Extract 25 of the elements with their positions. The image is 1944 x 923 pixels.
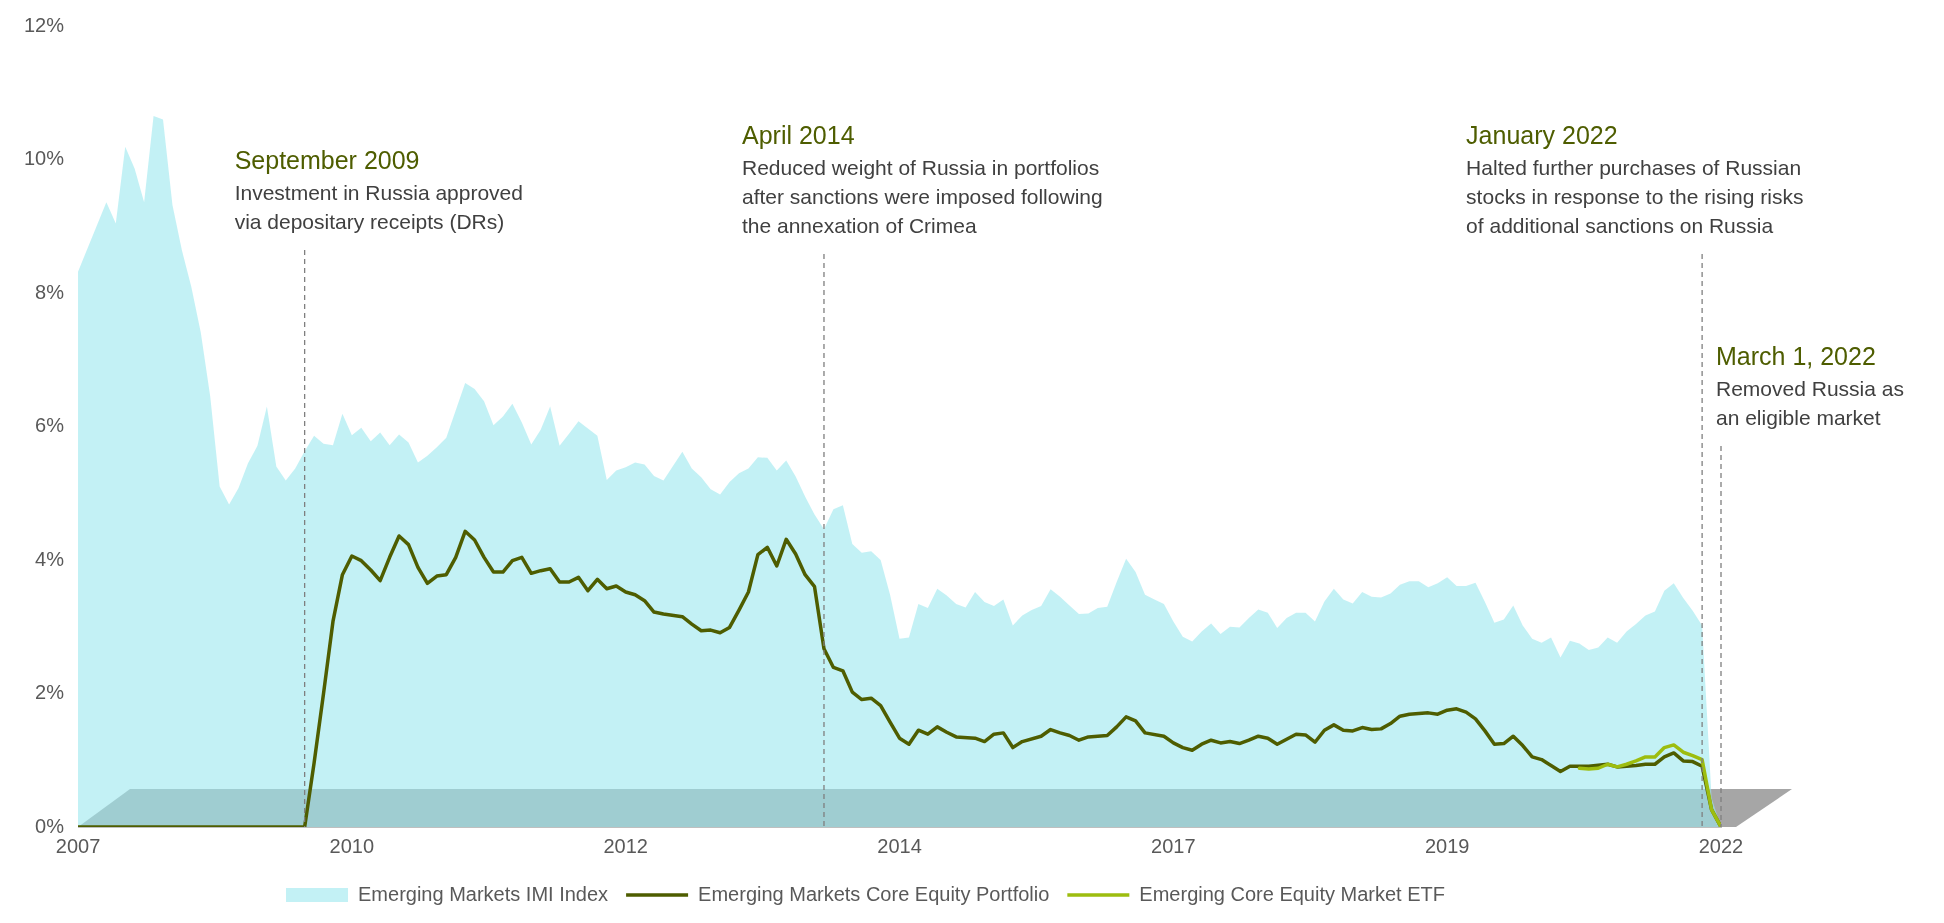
annotation: Removed Russia as an eligible market — [1716, 377, 1904, 430]
y-tick-label: 0% — [35, 814, 65, 837]
x-tick-label: 2010 — [329, 834, 375, 857]
y-tick-label: 2% — [35, 681, 65, 704]
annotation: April 2014 — [741, 121, 855, 150]
legend-label: Emerging Markets Core Equity Portfolio — [698, 882, 1050, 905]
annotation: Halted further purchases of Russian stocks in response to the rising risks of additional sanctions on Russia — [1466, 156, 1804, 238]
y-tick-label: 8% — [35, 280, 65, 303]
x-tick-label: 2012 — [603, 834, 648, 857]
annotation: January 2022 — [1466, 121, 1618, 150]
x-tick-label: 2019 — [1424, 834, 1470, 857]
x-tick-label: 2017 — [1151, 834, 1196, 857]
legend-label: Emerging Markets IMI Index — [358, 882, 609, 905]
y-tick-label: 6% — [35, 414, 65, 437]
annotation: September 2009 — [234, 146, 420, 175]
legend-label: Emerging Core Equity Market ETF — [1139, 882, 1445, 905]
x-tick-label: 2022 — [1698, 834, 1744, 857]
y-tick-label: 4% — [35, 547, 65, 570]
y-tick-label: 12% — [24, 13, 65, 36]
annotation: Reduced weight of Russia in portfolios after sanctions were imposed following the annexation of Crimea — [741, 156, 1103, 238]
y-tick-label: 10% — [24, 147, 65, 170]
annotation: March 1, 2022 — [1716, 342, 1876, 371]
x-tick-label: 2014 — [877, 834, 922, 857]
annotation: Investment in Russia approved via depositary receipts (DRs) — [234, 181, 523, 234]
x-tick-label: 2007 — [55, 834, 101, 857]
